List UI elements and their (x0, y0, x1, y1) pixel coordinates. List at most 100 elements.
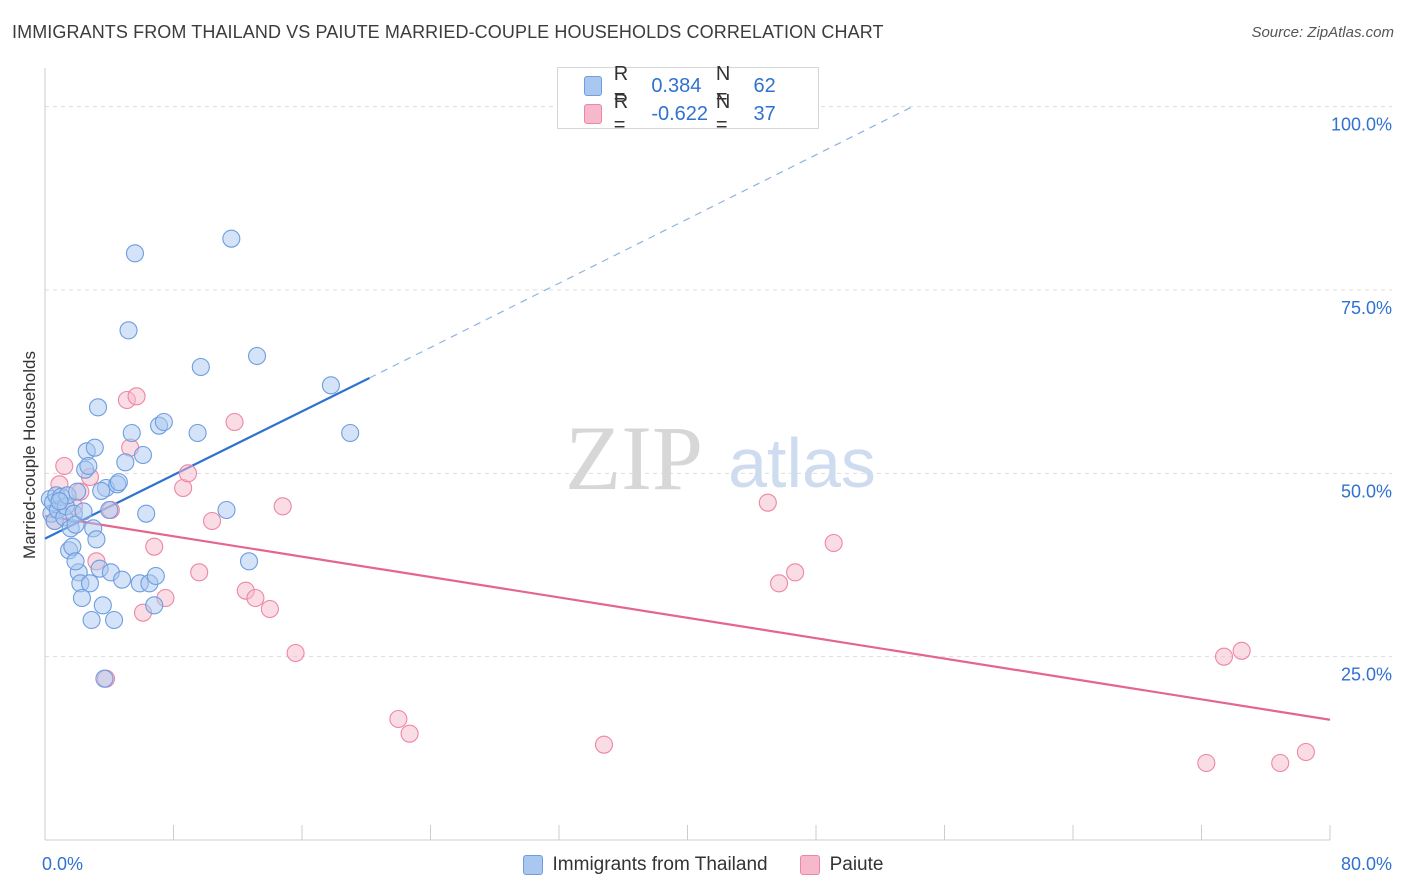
paiute-point (55, 456, 74, 476)
paiute-r-value: -0.622 (651, 102, 709, 125)
paiute-point (190, 563, 209, 582)
paiute-point (246, 588, 265, 608)
legend-item-thailand[interactable]: Immigrants from Thailand (522, 854, 768, 876)
thailand-point (92, 481, 111, 500)
paiute-trend-line (44, 514, 1331, 721)
thailand-point (95, 669, 114, 688)
thailand-point (88, 398, 108, 417)
paiute-point (824, 533, 843, 553)
thailand-point (113, 570, 132, 589)
chart-title: IMMIGRANTS FROM THAILAND VS PAIUTE MARRI… (12, 22, 884, 42)
thailand-point (222, 229, 241, 248)
data-points (40, 229, 1315, 773)
paiute-point (1214, 647, 1234, 666)
thailand-r-value: 0.384 (651, 74, 702, 97)
thailand-trend-line (44, 377, 370, 540)
thailand-point (188, 423, 207, 443)
thailand-point (154, 412, 173, 432)
source-label: Source: ZipAtlas.com (1251, 24, 1394, 41)
thailand-point (119, 321, 138, 340)
y-tick-label: 75.0% (1341, 298, 1392, 318)
thailand-point (247, 346, 267, 366)
legend-row-paiute: R = -0.622 N = 37 (584, 91, 818, 136)
paiute-point (389, 709, 408, 729)
thailand-point (239, 552, 259, 571)
thailand-point (146, 566, 165, 586)
thailand-n-value: 62 (753, 74, 776, 97)
paiute-n-value: 37 (753, 102, 776, 125)
paiute-point (178, 464, 198, 483)
thailand-point (191, 357, 210, 377)
thailand-point (66, 552, 85, 571)
r-label: R = (613, 63, 629, 108)
paiute-point (786, 563, 805, 582)
thailand-point (85, 438, 104, 457)
watermark: ZIP atlas (565, 407, 876, 509)
y-tick-label: 50.0% (1341, 481, 1392, 501)
thailand-point (72, 588, 91, 608)
thailand-point (125, 244, 144, 263)
legend-row-thailand: R = 0.384 N = 62 (584, 63, 818, 108)
paiute-point (273, 497, 292, 516)
thailand-point (133, 445, 153, 465)
n-label: N = (715, 63, 731, 108)
r-label: R = (613, 91, 629, 136)
paiute-point (1296, 742, 1315, 762)
paiute-point (203, 511, 222, 531)
legend-label-thailand: Immigrants from Thailand (552, 854, 768, 875)
thailand-point (137, 504, 156, 523)
series-legend: Immigrants from Thailand Paiute (0, 852, 1406, 878)
paiute-point (260, 599, 279, 619)
thailand-point (105, 610, 124, 630)
paiute-swatch (799, 855, 820, 875)
paiute-point (225, 412, 244, 432)
thailand-point (82, 610, 101, 630)
thailand-point (93, 596, 112, 615)
n-label: N = (715, 91, 731, 136)
thailand-point (341, 423, 360, 443)
watermark-zip: ZIP (565, 407, 703, 509)
paiute-point (145, 537, 164, 556)
paiute-swatch (584, 104, 602, 124)
grid-lines (45, 106, 1392, 658)
watermark-atlas: atlas (728, 424, 876, 502)
tick-labels: 100.0% 75.0% 50.0% 25.0% 0.0% 80.0% (42, 115, 1392, 874)
paiute-point (770, 574, 789, 593)
paiute-point (594, 735, 614, 754)
thailand-point (100, 500, 119, 520)
x-tick-label: 80.0% (1341, 854, 1392, 874)
paiute-point (286, 643, 305, 663)
thailand-point (116, 453, 135, 472)
thailand-trend-extension (369, 106, 913, 379)
thailand-point (87, 530, 106, 549)
thailand-point (74, 502, 93, 521)
thailand-point (68, 482, 87, 501)
paiute-point (1271, 753, 1290, 773)
thailand-point (122, 423, 141, 443)
thailand-swatch (584, 76, 602, 96)
trend-lines (44, 106, 1331, 721)
legend-item-paiute[interactable]: Paiute (799, 854, 884, 876)
paiute-point (127, 387, 146, 406)
thailand-point (66, 515, 85, 534)
y-axis-label: Married-couple Households (20, 351, 39, 559)
correlation-legend: R = 0.384 N = 62 R = -0.622 N = 37 (557, 63, 819, 136)
thailand-point (80, 574, 100, 593)
thailand-swatch (522, 855, 543, 875)
thailand-point (321, 376, 340, 395)
thailand-point (79, 456, 98, 476)
thailand-point (50, 492, 69, 511)
axes (44, 68, 1331, 841)
thailand-point (217, 500, 236, 520)
y-tick-label: 25.0% (1341, 665, 1392, 685)
y-tick-label: 100.0% (1331, 115, 1392, 135)
legend-label-paiute: Paiute (829, 854, 884, 875)
thailand-point (109, 473, 128, 492)
x-tick-label: 0.0% (42, 854, 83, 874)
paiute-point (1197, 753, 1216, 773)
thailand-point (145, 596, 164, 615)
paiute-point (400, 724, 419, 743)
paiute-point (1232, 641, 1251, 660)
paiute-point (758, 493, 777, 512)
